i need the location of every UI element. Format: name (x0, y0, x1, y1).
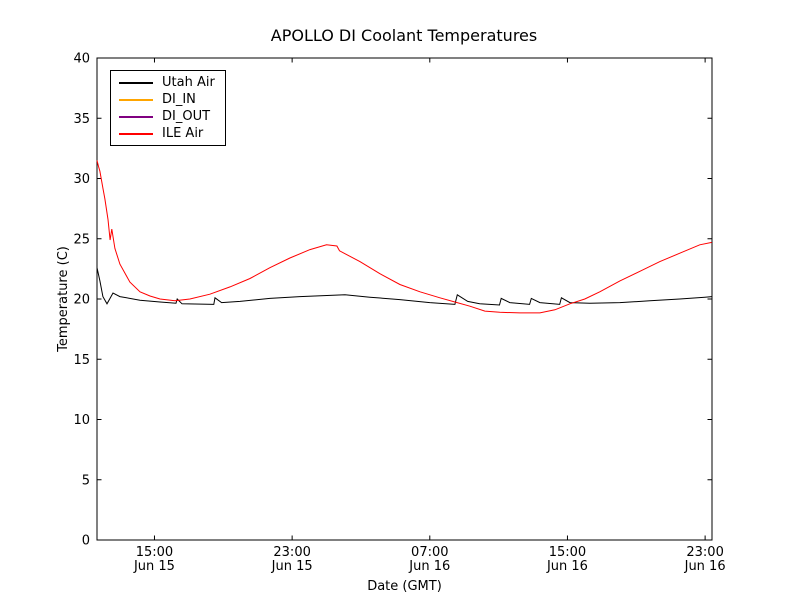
y-tick-label: 35 (73, 112, 90, 127)
legend-entry-di-out: DI_OUT (119, 108, 215, 125)
legend-label: ILE Air (162, 126, 204, 141)
x-tick-label-time: 07:00 (411, 545, 448, 560)
x-tick-label-time: 15:00 (136, 545, 173, 560)
legend-entry-utah-air: Utah Air (119, 74, 215, 91)
x-tick-label-date: Jun 15 (133, 559, 175, 574)
series-line-ile-air (96, 160, 712, 314)
legend-line-swatch (119, 132, 153, 135)
legend-entry-ile-air: ILE Air (119, 125, 215, 142)
y-tick-label: 5 (82, 473, 90, 488)
x-tick-label-date: Jun 16 (546, 559, 588, 574)
y-tick-label: 10 (73, 413, 90, 428)
x-tick-label-time: 15:00 (549, 545, 586, 560)
series-line-utah-air (96, 267, 712, 306)
legend-label: Utah Air (162, 75, 215, 90)
legend-line-swatch (119, 115, 153, 118)
y-tick-label: 40 (73, 52, 90, 67)
legend-line-swatch (119, 81, 153, 84)
x-tick-label-time: 23:00 (686, 545, 723, 560)
y-tick-label: 0 (82, 534, 90, 549)
y-tick-label: 20 (73, 293, 90, 308)
legend-label: DI_OUT (162, 109, 211, 124)
y-tick-label: 30 (73, 172, 90, 187)
y-tick-label: 15 (73, 353, 90, 368)
y-axis-label: Temperature (C) (56, 246, 71, 353)
legend-label: DI_IN (162, 92, 196, 107)
x-tick-label-date: Jun 16 (408, 559, 450, 574)
x-axis-label: Date (GMT) (367, 579, 442, 594)
chart-title: APOLLO DI Coolant Temperatures (270, 26, 538, 45)
legend-box: Utah Air DI_IN DI_OUT ILE Air (110, 70, 226, 146)
x-tick-label-date: Jun 15 (271, 559, 313, 574)
legend-entry-di-in: DI_IN (119, 91, 215, 108)
legend-line-swatch (119, 98, 153, 101)
x-tick-label-time: 23:00 (273, 545, 310, 560)
x-tick-label-date: Jun 16 (684, 559, 726, 574)
y-tick-label: 25 (73, 232, 90, 247)
